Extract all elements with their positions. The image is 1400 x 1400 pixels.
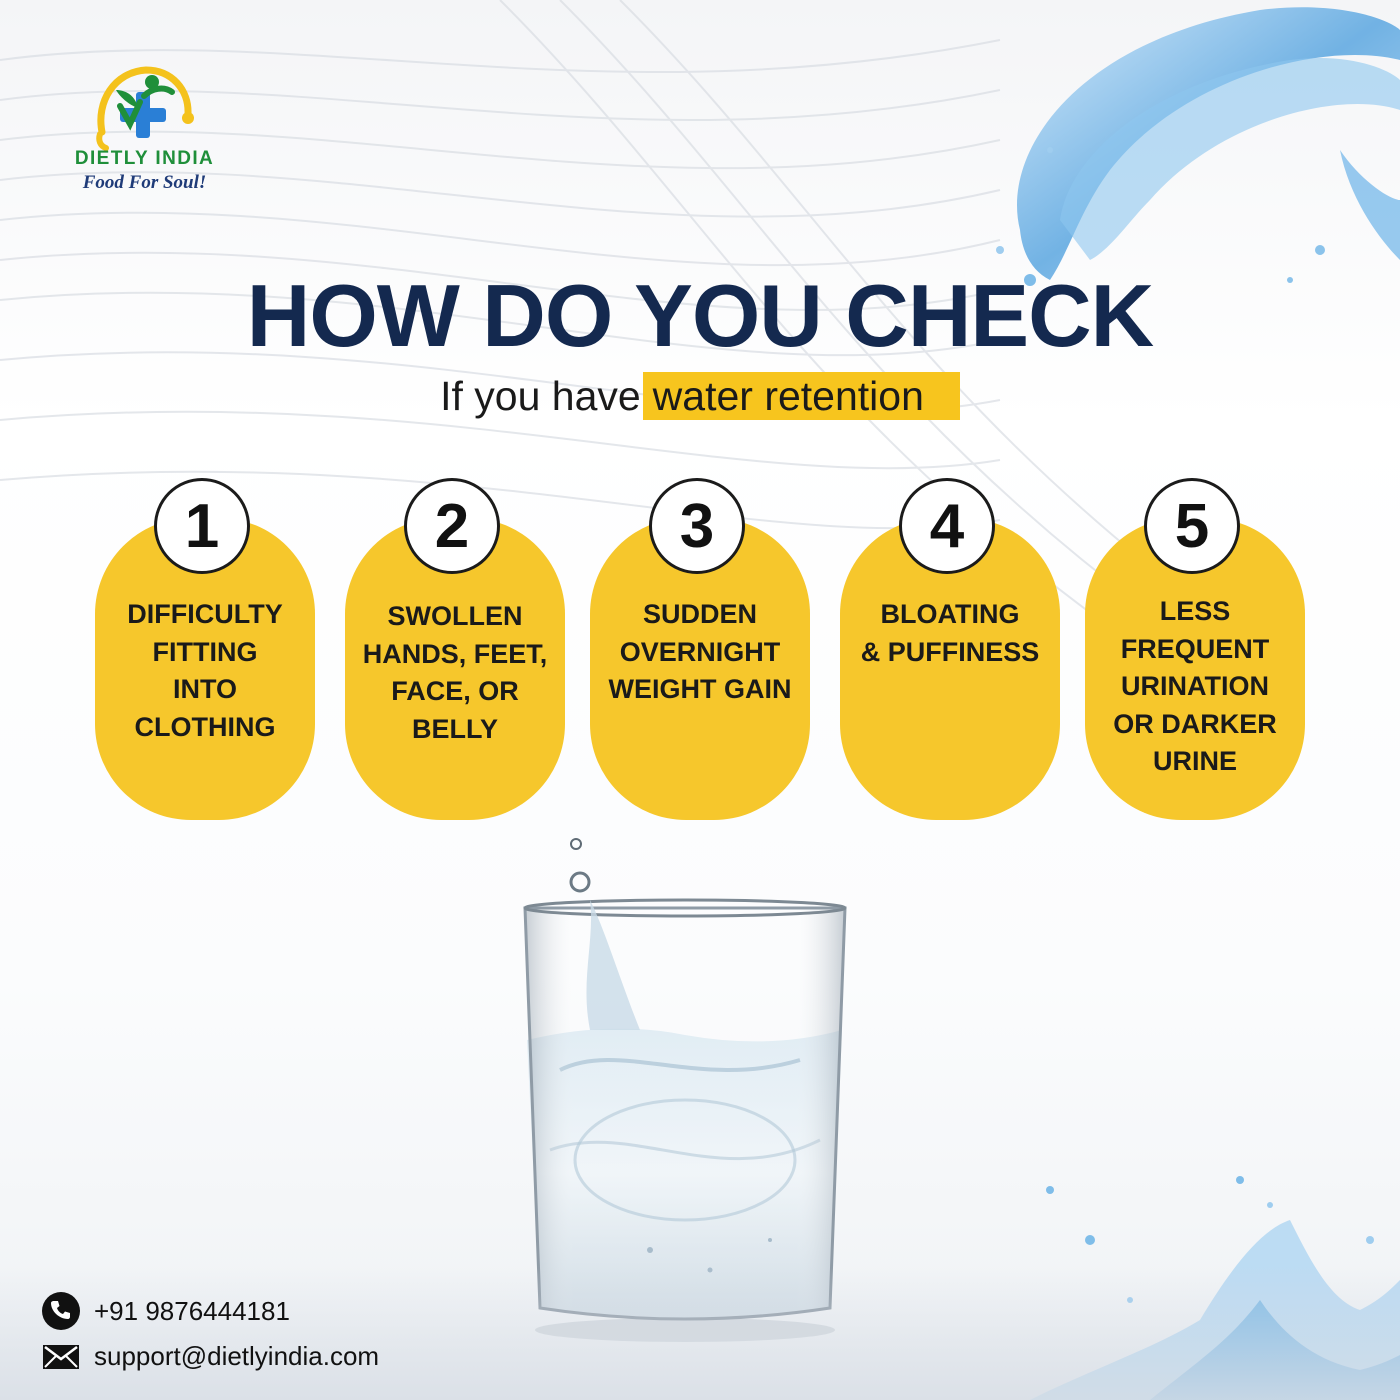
card-line: URINATION (1121, 671, 1269, 701)
card-text: DIFFICULTY FITTING INTO CLOTHING (103, 596, 307, 746)
phone-number: +91 9876444181 (94, 1295, 290, 1326)
symptom-card-5: 5 LESS FREQUENT URINATION OR DARKER URIN… (1085, 478, 1305, 820)
card-number: 1 (154, 478, 250, 574)
envelope-icon (43, 1345, 79, 1369)
card-line: BLOATING (880, 599, 1020, 629)
subline: If you have water retention (0, 372, 1400, 420)
contact-email[interactable]: support@dietlyindia.com (42, 1337, 379, 1375)
card-line: FITTING (152, 636, 258, 667)
card-text: LESS FREQUENT URINATION OR DARKER URINE (1093, 593, 1297, 781)
brand-logo: DIETLY INDIA Food For Soul! (52, 62, 242, 202)
card-line: LESS (1159, 596, 1231, 626)
card-line: SWOLLEN (387, 601, 523, 631)
card-number: 3 (649, 478, 745, 574)
water-glass-illustration (523, 838, 847, 1342)
card-line: FREQUENT (1120, 633, 1270, 664)
card-line: OR DARKER (1113, 708, 1277, 739)
card-number: 2 (404, 478, 500, 574)
subline-highlight: water retention (642, 372, 960, 420)
card-line: DIFFICULTY (127, 599, 283, 629)
card-line: INTO (172, 674, 237, 704)
card-number: 4 (899, 478, 995, 574)
symptom-card-1: 1 DIFFICULTY FITTING INTO CLOTHING (95, 478, 315, 820)
footer-band (0, 1265, 1400, 1400)
card-text: SUDDEN OVERNIGHT WEIGHT GAIN (598, 596, 802, 709)
card-line: BELLY (411, 713, 499, 744)
subline-prefix: If you have (440, 373, 641, 419)
card-text: BLOATING & PUFFINESS (848, 596, 1052, 671)
card-number: 5 (1144, 478, 1240, 574)
card-line: SUDDEN (642, 599, 757, 629)
card-line: WEIGHT GAIN (608, 674, 792, 704)
card-line: FACE, OR (391, 676, 519, 706)
headline: HOW DO YOU CHECK (246, 266, 1154, 365)
brand-tagline: Food For Soul! (82, 172, 207, 193)
email-address: support@dietlyindia.com (94, 1340, 380, 1371)
card-line: OVERNIGHT (619, 636, 781, 667)
brand-name: DIETLY INDIA (74, 148, 215, 169)
logo-mark-icon (96, 66, 194, 151)
water-splash-top (996, 7, 1400, 286)
symptom-card-4: 4 BLOATING & PUFFINESS (840, 478, 1060, 820)
symptom-card-2: 2 SWOLLEN HANDS, FEET, FACE, OR BELLY (345, 478, 565, 820)
phone-icon (42, 1292, 80, 1330)
card-line: HANDS, FEET, (362, 638, 548, 669)
card-line: CLOTHING (134, 711, 276, 742)
card-line: & PUFFINESS (860, 636, 1040, 667)
card-text: SWOLLEN HANDS, FEET, FACE, OR BELLY (353, 598, 557, 748)
contact-phone[interactable]: +91 9876444181 (42, 1292, 290, 1330)
symptom-card-3: 3 SUDDEN OVERNIGHT WEIGHT GAIN (590, 478, 810, 820)
card-line: URINE (1152, 746, 1237, 776)
